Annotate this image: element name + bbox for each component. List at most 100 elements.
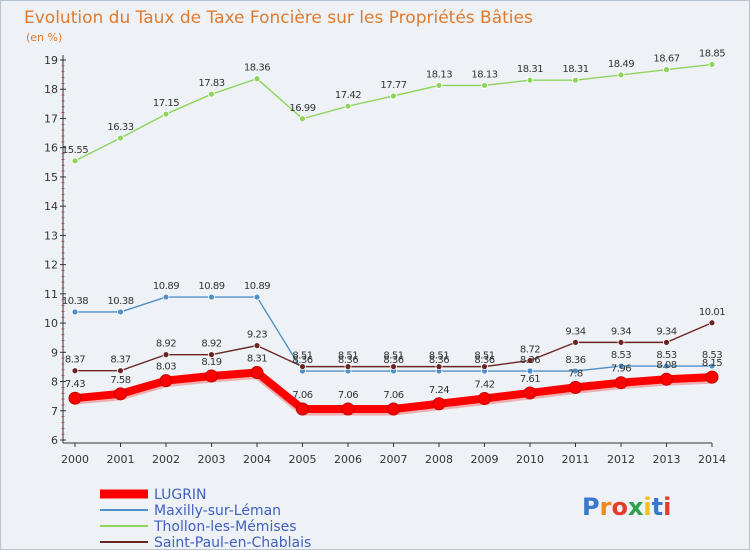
data-point (523, 386, 537, 400)
data-label: 10.89 (244, 281, 270, 292)
y-tick-label: 19 (44, 54, 58, 67)
data-point (526, 76, 534, 84)
data-label: 7.42 (474, 379, 494, 390)
x-tick-label: 2011 (562, 453, 590, 466)
data-label: 8.51 (429, 351, 449, 362)
data-point (572, 367, 579, 375)
data-label: 7.24 (429, 385, 449, 396)
data-label: 10.89 (198, 281, 224, 292)
data-label: 8.53 (702, 350, 722, 361)
data-label: 9.34 (611, 326, 631, 337)
x-tick-label: 2013 (653, 453, 681, 466)
data-label: 10.89 (153, 281, 179, 292)
data-point (344, 363, 352, 371)
data-point (387, 402, 400, 416)
data-point (435, 82, 443, 89)
data-point (299, 363, 306, 371)
data-label: 16.33 (107, 122, 133, 133)
data-point (299, 115, 306, 123)
logo-letter: x (628, 493, 644, 521)
data-point (617, 362, 625, 370)
data-point (162, 293, 170, 301)
data-label: 18.13 (471, 69, 497, 80)
data-label: 8.36 (520, 355, 540, 366)
data-label: 8.37 (110, 355, 130, 366)
data-point (663, 338, 670, 346)
data-point (708, 362, 716, 370)
x-tick-label: 2014 (698, 453, 726, 466)
legend-entry: Saint-Paul-en-Chablais (154, 535, 311, 550)
x-tick-label: 2012 (607, 453, 635, 466)
data-label: 8.51 (474, 351, 494, 362)
data-label: 17.83 (198, 78, 224, 89)
data-label: 18.31 (562, 64, 588, 75)
y-tick-label: 13 (44, 229, 58, 242)
data-label: 7.61 (520, 374, 540, 385)
data-point (481, 363, 488, 371)
data-label: 17.15 (153, 98, 179, 109)
logo-letter: o (611, 493, 628, 521)
data-point (208, 293, 215, 301)
data-point (708, 60, 716, 68)
legend-entry: Maxilly-sur-Léman (154, 503, 281, 519)
data-label: 8.92 (201, 339, 221, 350)
data-point (663, 66, 670, 74)
y-tick-label: 9 (51, 346, 58, 359)
data-point (162, 110, 170, 118)
axes: 6 7 8 9 10 11 12 13 14 15 16 17 18 19 2000 2001 2002 2003… (44, 54, 726, 466)
data-label: 18.13 (426, 69, 452, 80)
data-point (569, 380, 582, 394)
logo-letter: r (600, 493, 612, 521)
data-label: 8.51 (338, 351, 358, 362)
y-tick-label: 6 (51, 434, 58, 447)
legend-entry: LUGRIN (154, 487, 207, 503)
data-point (208, 351, 215, 359)
data-label: 8.51 (383, 351, 403, 362)
data-label: 9.34 (565, 326, 585, 337)
data-point (708, 319, 716, 327)
data-point (205, 369, 218, 383)
chart-title: Evolution du Taux de Taxe Foncière sur l… (24, 8, 533, 28)
data-point (296, 402, 309, 416)
data-label: 7.06 (292, 390, 312, 401)
data-label: 8.36 (565, 355, 585, 366)
x-tick-label: 2008 (425, 453, 453, 466)
x-tick-label: 2003 (198, 453, 226, 466)
data-point (71, 157, 79, 165)
data-label: 17.42 (335, 90, 361, 101)
data-label: 8.36 (429, 355, 449, 366)
data-label: 7.96 (611, 364, 631, 375)
y-tick-label: 18 (44, 83, 58, 96)
y-tick-label: 8 (51, 376, 58, 389)
data-point (660, 372, 673, 386)
y-tick-label: 14 (44, 200, 58, 213)
legend: LUGRINMaxilly-sur-LémanThollon-les-Mémis… (100, 487, 311, 550)
data-label: 18.67 (653, 54, 679, 65)
data-label: 17.77 (380, 80, 406, 91)
x-tick-label: 2006 (334, 453, 362, 466)
data-point (71, 367, 79, 375)
data-label: 8.03 (156, 362, 176, 373)
data-point (478, 391, 491, 405)
data-label: 9.34 (656, 326, 676, 337)
y-tick-label: 16 (44, 142, 58, 155)
data-point (614, 376, 628, 390)
data-point (572, 76, 579, 84)
y-tick-label: 7 (51, 405, 58, 418)
data-label: 8.19 (201, 357, 221, 368)
data-label: 18.49 (608, 59, 634, 70)
data-label: 15.55 (62, 145, 88, 156)
data-label: 10.38 (107, 296, 133, 307)
data-label: 8.53 (656, 350, 676, 361)
x-tick-label: 2009 (471, 453, 499, 466)
x-tick-label: 2005 (289, 453, 317, 466)
data-point (617, 338, 625, 346)
data-label: 8.72 (520, 344, 540, 355)
data-label: 8.36 (474, 355, 494, 366)
x-tick-label: 2002 (152, 453, 180, 466)
data-label: 8.92 (156, 339, 176, 350)
data-label: 8.08 (656, 360, 676, 371)
data-point (253, 293, 261, 301)
data-label: 18.85 (699, 48, 725, 59)
